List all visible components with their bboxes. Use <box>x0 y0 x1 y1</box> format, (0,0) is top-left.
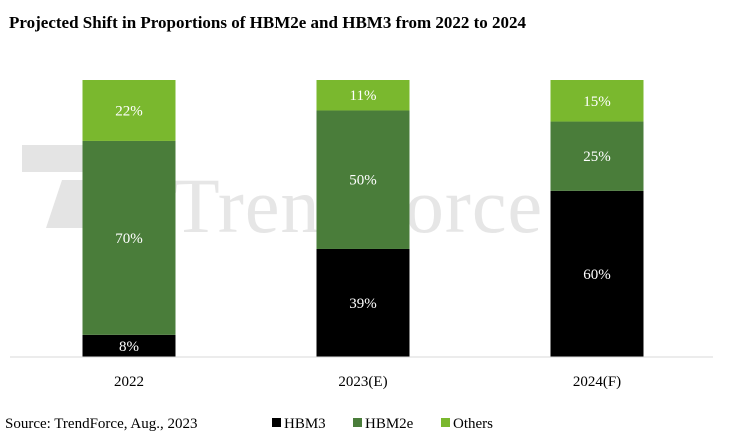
data-label-hbm2e-0: 70% <box>115 231 143 247</box>
data-label-hbm3-0: 8% <box>119 339 139 355</box>
data-label-hbm3-1: 39% <box>349 296 377 312</box>
bar-hbm3-0 <box>82 334 176 357</box>
legend-swatch-others <box>441 418 450 427</box>
data-label-others-0: 22% <box>115 103 143 119</box>
legend-label-hbm2e: HBM2e <box>365 416 414 432</box>
source-text: Source: TrendForce, Aug., 2023 <box>5 416 198 432</box>
x-tick-label-2: 2024(F) <box>573 374 621 390</box>
bar-hbm3-2 <box>550 190 644 357</box>
legend-swatch-hbm2e <box>353 418 362 427</box>
bar-group: 8% 70% 22% 39% 50% 11% 60% 25% 15% <box>82 80 644 357</box>
data-label-hbm2e-1: 50% <box>349 173 377 189</box>
x-tick-label-1: 2023(E) <box>338 374 387 390</box>
chart-title: Projected Shift in Proportions of HBM2e … <box>9 13 527 32</box>
data-label-others-2: 15% <box>583 94 611 110</box>
data-label-others-1: 11% <box>350 88 377 104</box>
bar-hbm2e-0 <box>82 140 176 335</box>
legend: HBM3 HBM2e Others <box>272 416 493 432</box>
data-label-hbm3-2: 60% <box>583 267 611 283</box>
bar-others-1 <box>316 80 410 111</box>
bar-hbm3-1 <box>316 248 410 357</box>
x-tick-labels: 2022 2023(E) 2024(F) <box>114 374 621 390</box>
legend-label-hbm3: HBM3 <box>284 416 326 432</box>
bar-others-2 <box>550 80 644 122</box>
bar-others-0 <box>82 80 176 141</box>
bar-hbm2e-1 <box>316 110 410 249</box>
bar-hbm2e-2 <box>550 121 644 191</box>
legend-label-others: Others <box>453 416 493 432</box>
legend-swatch-hbm3 <box>272 418 281 427</box>
footer: Source: TrendForce, Aug., 2023 HBM3 HBM2e… <box>5 416 493 432</box>
x-tick-label-0: 2022 <box>114 374 144 390</box>
data-label-hbm2e-2: 25% <box>583 149 611 165</box>
